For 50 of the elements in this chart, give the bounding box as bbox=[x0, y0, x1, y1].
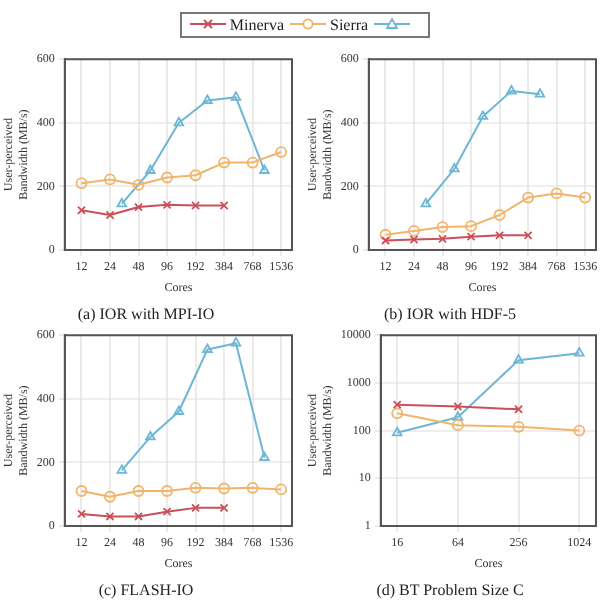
point bbox=[161, 171, 173, 184]
point bbox=[579, 191, 592, 204]
point bbox=[574, 347, 585, 357]
point bbox=[246, 156, 259, 169]
point bbox=[409, 235, 419, 244]
point bbox=[189, 481, 202, 494]
point bbox=[191, 201, 201, 210]
point bbox=[436, 221, 449, 233]
text: (c) FLASH-IO bbox=[98, 580, 194, 599]
point bbox=[161, 485, 173, 497]
point bbox=[105, 512, 115, 521]
point bbox=[189, 169, 202, 182]
point bbox=[391, 407, 404, 420]
point bbox=[453, 402, 463, 411]
point bbox=[132, 178, 145, 191]
point bbox=[134, 512, 143, 521]
text: (d) BT Problem Size C bbox=[376, 580, 524, 599]
point bbox=[522, 191, 534, 204]
point bbox=[104, 173, 116, 186]
point bbox=[573, 424, 586, 437]
point bbox=[512, 420, 525, 433]
point bbox=[162, 200, 172, 210]
text: (b) IOR with HDF-5 bbox=[384, 304, 516, 323]
point bbox=[105, 210, 115, 220]
point bbox=[465, 220, 477, 233]
point bbox=[162, 507, 172, 517]
legend-label: Sierra bbox=[330, 15, 369, 33]
point bbox=[246, 481, 259, 494]
point bbox=[104, 490, 116, 503]
point bbox=[275, 483, 288, 496]
point bbox=[218, 156, 230, 169]
point bbox=[550, 187, 563, 200]
point bbox=[452, 419, 464, 432]
point bbox=[134, 202, 143, 212]
point bbox=[466, 232, 476, 242]
point bbox=[75, 485, 88, 497]
point bbox=[191, 503, 201, 513]
point bbox=[218, 482, 230, 495]
point bbox=[132, 485, 145, 497]
point bbox=[75, 177, 88, 190]
point bbox=[391, 426, 403, 437]
point bbox=[493, 209, 506, 221]
point bbox=[495, 230, 505, 240]
point bbox=[513, 354, 524, 364]
legend-label: Minerva bbox=[229, 15, 284, 33]
point bbox=[408, 225, 420, 237]
point bbox=[438, 234, 447, 244]
point bbox=[452, 411, 464, 421]
point bbox=[275, 146, 288, 158]
text: (a) IOR with MPI-IO bbox=[77, 304, 215, 323]
